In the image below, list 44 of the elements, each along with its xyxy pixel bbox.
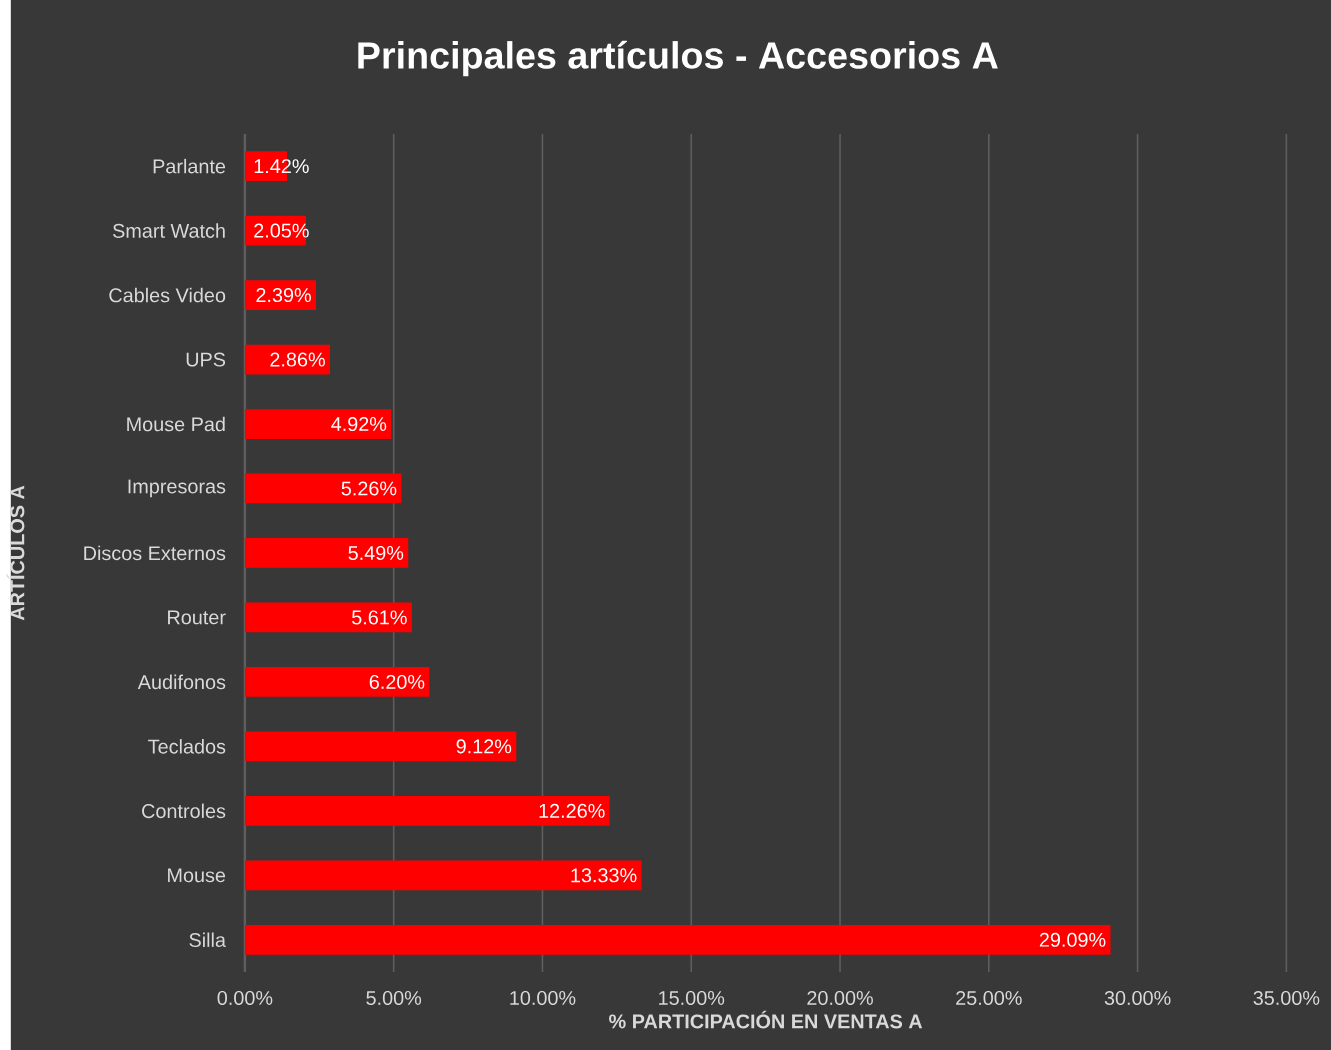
y-tick-label: Mouse Pad [127, 416, 225, 432]
x-tick-label: 5.00% [366, 990, 422, 1005]
x-tick-label: 35.00% [1253, 990, 1320, 1005]
data-label: 2.39% [256, 287, 311, 302]
y-tick-label: Controles [142, 803, 226, 818]
x-tick-label: 30.00% [1104, 990, 1171, 1005]
data-label: 5.26% [341, 481, 397, 496]
data-label: 29.09% [1039, 932, 1106, 947]
y-tick-label: Teclados [148, 738, 226, 754]
bar [244, 537, 409, 568]
data-label: 9.12% [456, 739, 512, 754]
data-label: 5.49% [348, 545, 404, 560]
x-tick-label: 20.00% [807, 990, 873, 1005]
x-tick-label: 0.00% [217, 990, 273, 1005]
data-label: 6.20% [369, 674, 425, 689]
y-tick-label: Impresoras [128, 479, 226, 498]
data-label: 4.92% [331, 416, 387, 431]
y-tick-label: Cables Video [109, 287, 226, 303]
y-tick-label: Discos Externos [84, 545, 226, 561]
bar [244, 408, 392, 439]
bar [244, 731, 517, 762]
data-label: 13.33% [571, 868, 637, 883]
bar [244, 666, 430, 697]
y-tick-label: Parlante [153, 158, 226, 174]
x-tick-label: 10.00% [510, 990, 576, 1005]
y-tick-label: Router [168, 610, 226, 625]
y-axis-title: ARTÍCULOS A [6, 485, 25, 621]
y-tick-label: Mouse [168, 868, 226, 883]
bar [244, 924, 1111, 955]
x-tick-label: 15.00% [659, 990, 725, 1005]
chart-title: Principales artículos - Accesorios A [358, 40, 998, 77]
x-axis-title: % PARTICIPACIÓN EN VENTAS A [609, 1010, 923, 1029]
y-tick-label: Audifonos [137, 674, 226, 689]
data-label: 12.26% [539, 803, 605, 818]
bar [244, 860, 642, 891]
x-tick-label: 25.00% [956, 990, 1022, 1005]
data-label: 5.61% [352, 610, 407, 625]
bar [244, 602, 412, 633]
y-tick-label: Silla [189, 932, 226, 947]
data-label: 2.86% [270, 352, 325, 367]
y-tick-label: Smart Watch [112, 223, 225, 238]
bar [244, 473, 402, 504]
bar [244, 795, 610, 826]
y-tick-label: UPS [186, 352, 226, 367]
